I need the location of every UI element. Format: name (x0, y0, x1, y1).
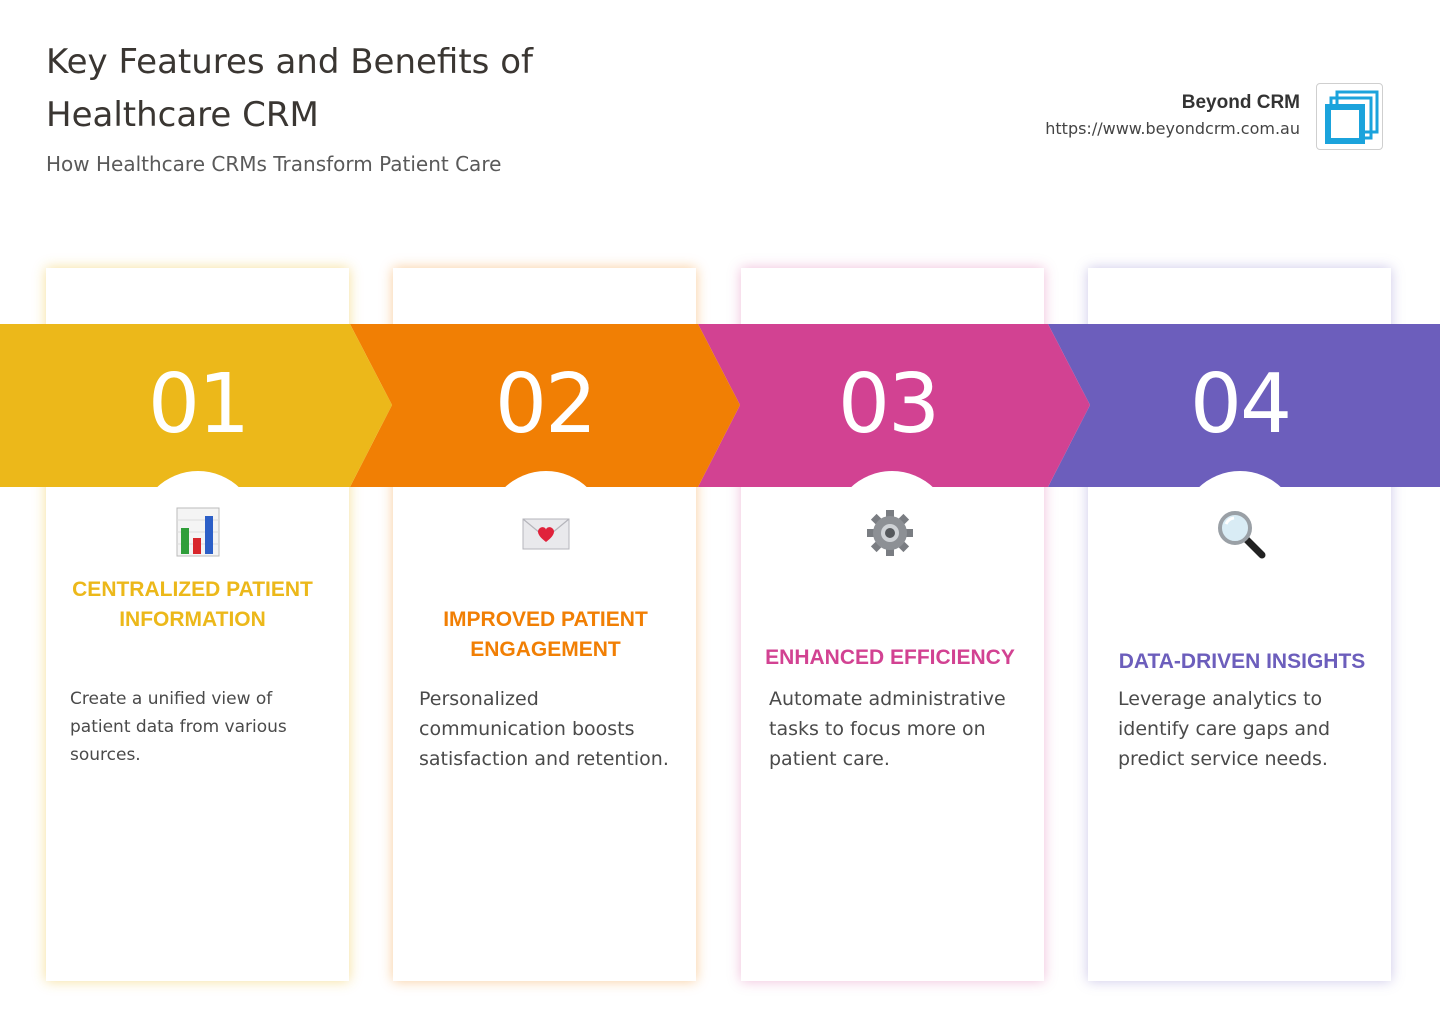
love-letter-icon (522, 518, 570, 550)
arrow-segment-3 (698, 324, 1090, 487)
step-heading-3: ENHANCED EFFICIENCY (765, 646, 1015, 669)
step-number-4: 04 (1189, 357, 1292, 452)
step-description-3: Automate administrative tasks to focus m… (769, 688, 1006, 770)
arrow-segment-2 (350, 324, 740, 487)
step-number-3: 03 (837, 357, 940, 452)
step-heading-1: CENTRALIZED PATIENT INFORMATION (72, 578, 313, 631)
step-description-1: Create a unified view of patient data fr… (70, 689, 287, 765)
bar-chart-icon (176, 507, 220, 557)
step-description-2: Personalized communication boosts satisf… (419, 688, 669, 770)
brand-url[interactable]: https://www.beyondcrm.com.au (1045, 119, 1300, 138)
nested-squares-icon (1325, 90, 1379, 144)
page-title: Key Features and Benefits of Healthcare … (46, 42, 533, 135)
arrow-band (0, 324, 1440, 487)
magnifying-glass-icon (1218, 511, 1266, 559)
brand-name: Beyond CRM (1181, 92, 1300, 113)
step-heading-2: IMPROVED PATIENT ENGAGEMENT (443, 608, 648, 661)
brand-block: Beyond CRM https://www.beyondcrm.com.au (1045, 90, 1300, 142)
arrow-segment-4 (1048, 324, 1440, 487)
gear-icon (867, 510, 913, 556)
step-heading-4: DATA-DRIVEN INSIGHTS (1118, 650, 1366, 673)
step-number-2: 02 (494, 357, 597, 452)
page-subtitle: How Healthcare CRMs Transform Patient Ca… (46, 152, 502, 176)
step-number-1: 01 (147, 357, 250, 452)
step-description-4: Leverage analytics to identify care gaps… (1118, 688, 1331, 770)
arrow-segment-1 (0, 324, 392, 487)
brand-logo (1316, 83, 1383, 150)
